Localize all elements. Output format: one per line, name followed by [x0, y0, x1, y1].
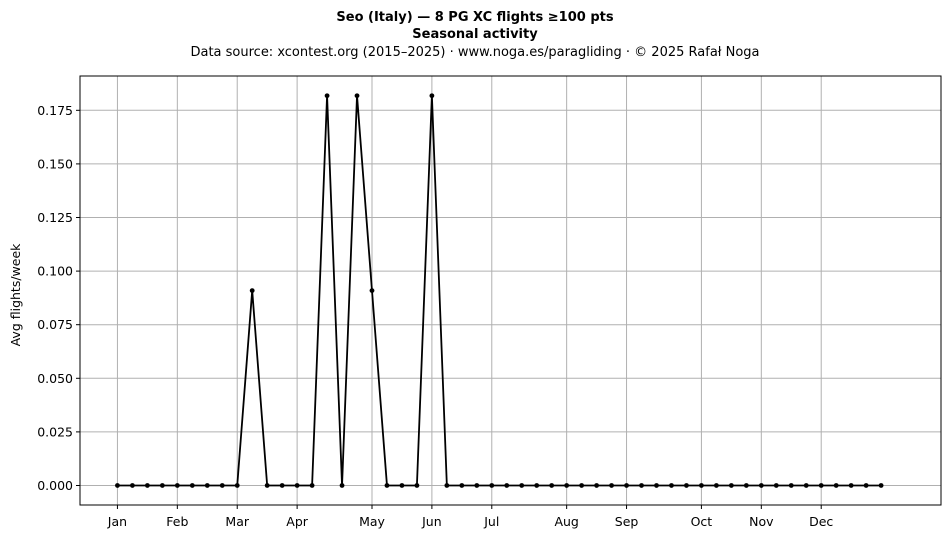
data-point	[159, 483, 165, 488]
data-point	[130, 483, 135, 488]
data-point	[833, 483, 839, 488]
data-point	[384, 483, 390, 488]
x-tick-label: Jan	[107, 514, 127, 529]
x-tick-label: Jun	[421, 514, 442, 529]
data-point	[743, 483, 749, 488]
data-point	[788, 483, 794, 488]
data-point	[609, 483, 614, 488]
grid-layer	[80, 76, 941, 505]
data-point	[684, 483, 689, 488]
chart-source-line: Data source: xcontest.org (2015–2025) · …	[190, 45, 759, 60]
series-layer	[115, 93, 884, 488]
data-point	[699, 483, 704, 488]
data-point	[594, 483, 599, 488]
data-point	[189, 483, 195, 488]
data-point	[803, 483, 809, 488]
x-tick-label: May	[359, 514, 385, 529]
x-tick-label: Oct	[691, 514, 713, 529]
y-tick-label: 0.150	[37, 156, 73, 171]
x-tick-label: Apr	[286, 514, 308, 529]
data-point	[564, 483, 570, 488]
data-point	[399, 483, 405, 488]
data-point	[504, 483, 510, 488]
series-line	[117, 95, 882, 487]
data-point	[204, 483, 210, 488]
chart-subtitle: Seasonal activity	[412, 27, 538, 42]
y-axis-ticks: 0.000 0.025 0.050 0.075 0.100 0.125 0.150 0.175	[37, 103, 80, 493]
y-tick-label: 0.125	[37, 210, 73, 225]
data-point	[713, 483, 719, 488]
y-tick-label: 0.075	[37, 317, 73, 332]
data-point	[848, 483, 854, 488]
data-point	[444, 483, 450, 488]
data-point	[429, 93, 435, 99]
y-tick-label: 0.025	[37, 424, 73, 439]
data-point	[489, 483, 495, 488]
chart-title: Seo (Italy) — 8 PG XC flights ≥100 pts	[336, 10, 613, 25]
x-tick-label: Nov	[749, 514, 774, 529]
data-point	[639, 483, 644, 488]
data-point	[878, 483, 884, 488]
plot-frame	[79, 75, 942, 506]
data-point	[579, 483, 585, 488]
x-tick-label: Feb	[166, 514, 188, 529]
y-tick-label: 0.050	[37, 371, 73, 386]
data-point	[369, 288, 375, 294]
data-point	[324, 93, 330, 99]
data-point	[728, 483, 734, 488]
data-point	[654, 483, 659, 488]
y-tick-label: 0.100	[37, 264, 73, 279]
x-tick-label: Aug	[554, 514, 578, 529]
data-point	[519, 483, 525, 488]
data-point	[115, 483, 120, 488]
data-point	[234, 483, 240, 488]
data-point	[534, 483, 540, 488]
x-axis-ticks: Jan Feb Mar Apr May Jun Jul Aug Sep Oct Nov Dec	[107, 505, 833, 529]
x-tick-label: Mar	[225, 514, 249, 529]
data-point	[758, 483, 764, 488]
x-tick-label: Jul	[483, 514, 499, 529]
data-point	[414, 483, 420, 488]
data-point	[219, 483, 225, 488]
data-point	[249, 288, 255, 294]
y-tick-label: 0.000	[37, 478, 73, 493]
data-point	[354, 93, 360, 99]
x-tick-label: Sep	[615, 514, 639, 529]
data-point	[863, 483, 869, 488]
data-point	[818, 483, 824, 488]
x-tick-label: Dec	[809, 514, 833, 529]
data-point	[339, 483, 345, 488]
data-point	[309, 483, 315, 488]
data-point	[549, 483, 555, 488]
data-point	[294, 483, 300, 488]
data-point	[624, 483, 629, 488]
data-point	[174, 483, 180, 488]
data-point	[264, 483, 270, 488]
y-axis-label: Avg flights/week	[8, 243, 23, 347]
data-point	[459, 483, 465, 488]
data-point	[474, 483, 480, 488]
data-point	[279, 483, 285, 488]
y-tick-label: 0.175	[37, 103, 73, 118]
data-point	[669, 483, 674, 488]
data-point	[144, 483, 150, 488]
data-point	[773, 483, 779, 488]
